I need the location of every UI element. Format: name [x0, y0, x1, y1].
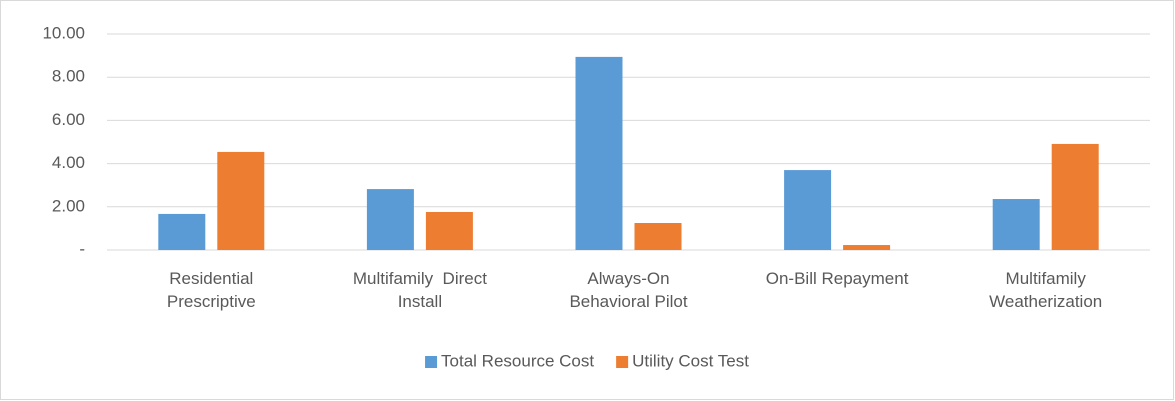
bar — [158, 213, 206, 250]
bar — [425, 211, 473, 250]
bar — [843, 245, 891, 250]
bar — [992, 199, 1040, 250]
bar — [217, 151, 265, 250]
bar — [784, 170, 832, 250]
bar — [1051, 143, 1099, 250]
y-tick-label: - — [79, 239, 85, 258]
bar — [634, 223, 682, 250]
y-tick-label: 6.00 — [52, 110, 85, 129]
x-tick-label: Residential Prescriptive — [167, 269, 256, 311]
legend-swatch — [425, 356, 438, 368]
legend-swatch — [616, 356, 629, 368]
y-tick-label: 2.00 — [52, 196, 85, 215]
legend-label: Utility Cost Test — [632, 351, 749, 370]
legend-label: Total Resource Cost — [441, 351, 594, 370]
bar — [575, 56, 623, 251]
x-tick-label: On-Bill Repayment — [766, 269, 909, 288]
x-tick-label: Multifamily Direct Install — [353, 269, 487, 311]
y-tick-label: 4.00 — [52, 153, 85, 172]
y-tick-label: 8.00 — [52, 67, 85, 86]
y-tick-label: 10.00 — [42, 23, 85, 42]
x-tick-label: Multifamily Weatherization — [989, 269, 1102, 311]
bar — [366, 189, 414, 250]
x-tick-label: Always-On Behavioral Pilot — [569, 269, 687, 311]
